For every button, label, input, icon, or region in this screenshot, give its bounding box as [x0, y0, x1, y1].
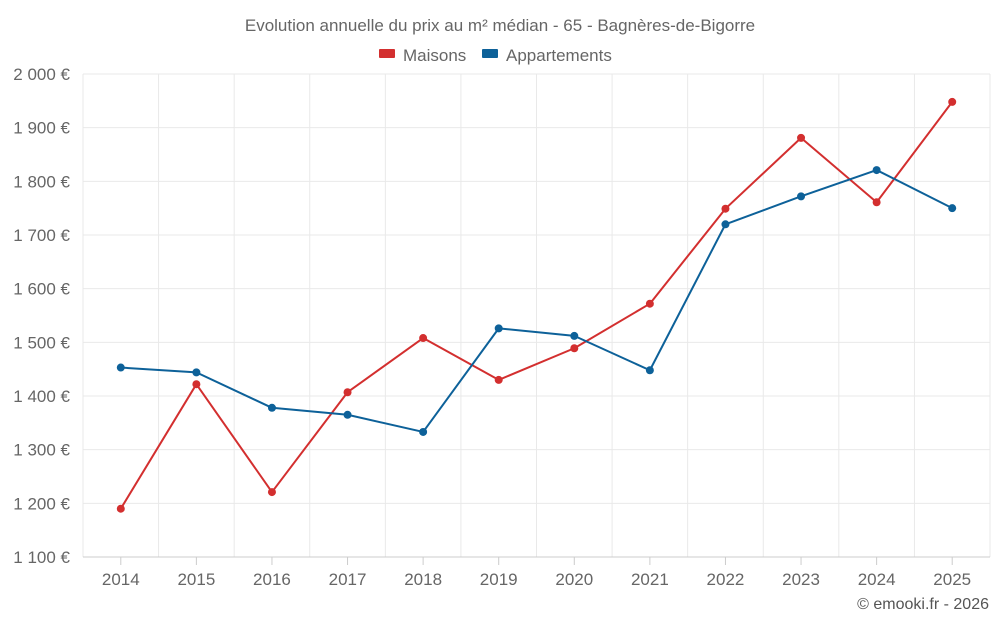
- data-point-appartements[interactable]: [267, 403, 276, 412]
- data-point-appartements[interactable]: [494, 324, 503, 333]
- data-point-appartements[interactable]: [645, 366, 654, 375]
- data-point-appartements[interactable]: [872, 166, 881, 175]
- y-tick-label: 1 200 €: [13, 494, 70, 513]
- x-tick-label: 2017: [329, 570, 367, 589]
- data-point-appartements[interactable]: [192, 368, 201, 377]
- legend-label-maisons: Maisons: [403, 46, 466, 65]
- y-tick-label: 2 000 €: [13, 65, 70, 84]
- y-tick-label: 1 500 €: [13, 333, 70, 352]
- x-tick-label: 2020: [555, 570, 593, 589]
- x-tick-label: 2021: [631, 570, 669, 589]
- data-point-maisons[interactable]: [494, 375, 503, 384]
- data-point-maisons[interactable]: [192, 380, 201, 389]
- chart-title: Evolution annuelle du prix au m² médian …: [245, 16, 755, 35]
- x-tick-label: 2023: [782, 570, 820, 589]
- x-tick-label: 2024: [858, 570, 896, 589]
- legend-label-appartements: Appartements: [506, 46, 612, 65]
- x-tick-label: 2025: [933, 570, 971, 589]
- series-lines: [119, 101, 954, 510]
- legend-swatch-appartements: [482, 49, 498, 58]
- data-point-maisons[interactable]: [116, 504, 125, 513]
- data-point-appartements[interactable]: [570, 331, 579, 340]
- data-point-appartements[interactable]: [797, 192, 806, 201]
- legend: Maisons Appartements: [379, 46, 612, 65]
- y-tick-label: 1 700 €: [13, 226, 70, 245]
- y-tick-label: 1 100 €: [13, 548, 70, 567]
- data-point-maisons[interactable]: [419, 334, 428, 343]
- data-point-maisons[interactable]: [645, 299, 654, 308]
- y-axis-ticks: 1 100 € 1 200 € 1 300 € 1 400 € 1 500 € 1 600…: [13, 65, 70, 567]
- data-point-maisons[interactable]: [570, 344, 579, 353]
- x-tick-label: 2016: [253, 570, 291, 589]
- data-point-maisons[interactable]: [267, 488, 276, 497]
- x-tick-label: 2019: [480, 570, 518, 589]
- x-gridlines: [82, 74, 991, 557]
- credit-text: © emooki.fr - 2026: [857, 596, 989, 613]
- data-point-appartements[interactable]: [116, 363, 125, 372]
- y-tick-label: 1 900 €: [13, 119, 70, 138]
- data-point-maisons[interactable]: [872, 198, 881, 207]
- x-tick-label: 2015: [177, 570, 215, 589]
- data-point-appartements[interactable]: [419, 427, 428, 436]
- x-tick-label: 2014: [102, 570, 140, 589]
- y-tick-label: 1 300 €: [13, 441, 70, 460]
- data-point-maisons[interactable]: [948, 97, 957, 106]
- x-tick-label: 2018: [404, 570, 442, 589]
- y-tick-label: 1 800 €: [13, 172, 70, 191]
- legend-item-maisons[interactable]: Maisons: [379, 46, 466, 65]
- data-point-maisons[interactable]: [343, 388, 352, 397]
- data-point-appartements[interactable]: [343, 410, 352, 419]
- y-tick-label: 1 400 €: [13, 387, 70, 406]
- series-line-maisons: [119, 101, 954, 510]
- y-tick-label: 1 600 €: [13, 280, 70, 299]
- legend-swatch-maisons: [379, 49, 395, 58]
- x-tick-label: 2022: [707, 570, 745, 589]
- data-point-appartements[interactable]: [721, 220, 730, 229]
- x-axis-ticks: 2014 2015 2016 2017 2018 2019 2020 2021 2022 2023…: [102, 557, 971, 589]
- series-line-appartements: [120, 169, 953, 433]
- data-point-maisons[interactable]: [797, 133, 806, 142]
- series-points: [116, 97, 957, 513]
- legend-item-appartements[interactable]: Appartements: [482, 46, 612, 65]
- data-point-maisons[interactable]: [721, 204, 730, 213]
- data-point-appartements[interactable]: [948, 204, 957, 213]
